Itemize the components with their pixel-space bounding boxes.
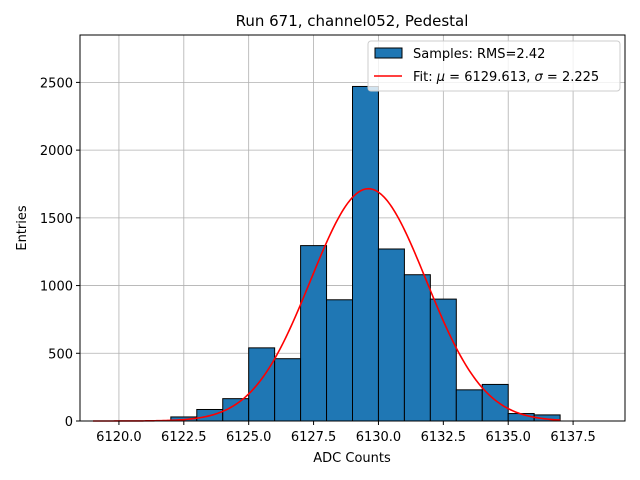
y-tick-label: 1000 [40, 280, 73, 295]
histogram-bar [352, 85, 379, 422]
legend-sigma-value: 2.225 [562, 70, 599, 85]
histogram-bar [403, 274, 431, 422]
x-tick-label: 6135.0 [485, 430, 531, 445]
legend-fit-prefix: Fit: [413, 70, 437, 85]
histogram-bar [455, 389, 483, 422]
legend-separator: , [526, 70, 534, 85]
fit-curve [92, 187, 561, 422]
y-axis-ticks: 0 500 1000 1500 2000 2500 [40, 76, 80, 430]
plot-frame [79, 34, 626, 422]
x-tick-label: 6132.5 [421, 430, 467, 445]
legend-label-fit: Fit: μ = 6129.613, σ = 2.225 [413, 70, 599, 85]
x-tick-label: 6120.0 [96, 430, 142, 445]
y-tick-label: 0 [65, 415, 73, 430]
legend-bar-swatch [374, 47, 403, 59]
histogram-bar [274, 358, 302, 422]
histogram-bar [481, 383, 509, 422]
histogram-bar [326, 299, 353, 422]
legend-mu-equals: = [445, 70, 464, 85]
x-axis-ticks: 6120.0 6122.5 6125.0 6127.5 6130.0 6132.5 6135… [96, 421, 596, 445]
legend-mu-value: 6129.613 [464, 70, 526, 85]
x-tick-label: 6130.0 [356, 430, 402, 445]
histogram-bar [377, 248, 405, 422]
legend-sigma-symbol: σ [535, 70, 544, 85]
fit-curve-layer [92, 187, 561, 422]
y-tick-label: 1500 [40, 212, 73, 227]
y-axis-label: Entries [15, 205, 30, 251]
histogram-bar [248, 347, 276, 422]
histogram-bar [429, 298, 457, 422]
x-tick-label: 6125.0 [226, 430, 272, 445]
legend-label-samples: Samples: RMS=2.42 [413, 47, 545, 62]
x-tick-label: 6137.5 [550, 430, 596, 445]
y-tick-label: 500 [48, 347, 73, 362]
x-axis-label: ADC Counts [313, 451, 391, 466]
histogram-bars [170, 85, 561, 422]
legend-sigma-equals: = [543, 70, 562, 85]
legend-mu-symbol: μ [436, 70, 445, 85]
y-tick-label: 2000 [40, 144, 73, 159]
chart-title: Run 671, channel052, Pedestal [236, 12, 469, 30]
legend: Samples: RMS=2.42 Fit: μ = 6129.613, σ =… [367, 40, 621, 92]
x-tick-label: 6122.5 [161, 430, 207, 445]
legend-box [367, 40, 621, 92]
x-tick-label: 6127.5 [291, 430, 337, 445]
y-tick-label: 2500 [40, 76, 73, 91]
